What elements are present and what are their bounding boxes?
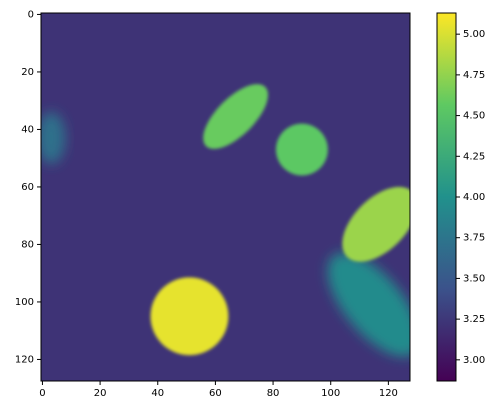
x-tick-label: 20 — [94, 388, 107, 399]
region — [327, 252, 410, 357]
colorbar-tick-label: 5.00 — [463, 29, 485, 40]
colorbar — [436, 12, 457, 382]
colorbar-tick-label: 4.75 — [463, 70, 485, 81]
colorbar-tick-label: 3.25 — [463, 314, 485, 325]
colorbar-tick-label: 3.75 — [463, 233, 485, 244]
y-tick-label: 80 — [21, 239, 34, 250]
x-tick-label: 120 — [379, 388, 398, 399]
colorbar-tick-label: 3.50 — [463, 273, 485, 284]
x-tick-label: 0 — [39, 388, 45, 399]
region — [275, 123, 328, 176]
y-tick-label: 20 — [21, 67, 34, 78]
x-tick-label: 60 — [209, 388, 222, 399]
colorbar-tick-label: 4.50 — [463, 111, 485, 122]
y-tick-label: 0 — [28, 9, 34, 20]
x-tick-label: 100 — [321, 388, 340, 399]
region — [41, 112, 66, 164]
y-tick-label: 40 — [21, 124, 34, 135]
image — [41, 13, 410, 381]
colorbar-tick-label: 4.25 — [463, 151, 485, 162]
y-tick-label: 120 — [15, 354, 34, 365]
region — [342, 186, 410, 262]
colorbar-tick-label: 3.00 — [463, 355, 485, 366]
y-tick-label: 100 — [15, 297, 34, 308]
x-tick-label: 80 — [267, 388, 280, 399]
x-tick-label: 40 — [151, 388, 164, 399]
colorbar-tick-label: 4.00 — [463, 192, 485, 203]
region — [203, 84, 268, 149]
y-tick-label: 60 — [21, 182, 34, 193]
region — [150, 277, 229, 356]
axes-frame — [40, 12, 411, 382]
